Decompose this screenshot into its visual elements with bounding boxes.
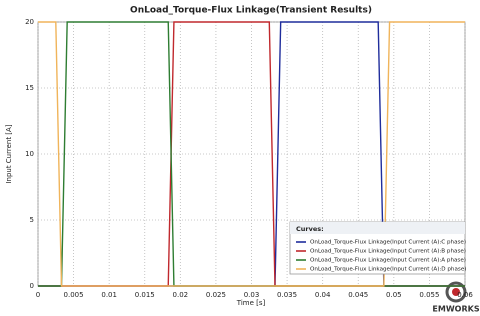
legend-label: OnLoad_Torque-Flux Linkage(Input Current…: [310, 240, 466, 246]
x-tick-label: 0.02: [173, 291, 189, 299]
x-tick-label: 0.005: [64, 291, 84, 299]
logo-icon-center: [452, 288, 460, 296]
chart-title: OnLoad_Torque-Flux Linkage(Transient Res…: [130, 6, 372, 16]
x-tick-label: 0.01: [101, 291, 117, 299]
watermark: EMWORKS: [432, 305, 479, 314]
y-tick-label: 20: [25, 18, 34, 26]
y-axis-label: Input Current [A]: [5, 124, 13, 183]
logo-icon: [445, 281, 467, 303]
x-tick-label: 0.025: [206, 291, 226, 299]
x-tick-label: 0.05: [386, 291, 402, 299]
logo: [445, 281, 467, 303]
y-tick-label: 5: [30, 216, 34, 224]
x-tick-label: 0: [36, 291, 40, 299]
series-line: [38, 21, 465, 287]
x-tick-label: 0.03: [244, 291, 260, 299]
legend: Curves: OnLoad_Torque-Flux Linkage(Input …: [289, 221, 466, 275]
x-tick-label: 0.06: [457, 291, 473, 299]
legend-label: OnLoad_Torque-Flux Linkage(Input Current…: [310, 267, 466, 273]
x-tick-label: 0.055: [419, 291, 439, 299]
legend-label: OnLoad_Torque-Flux Linkage(Input Current…: [310, 249, 466, 255]
x-axis-label: Time [s]: [236, 299, 266, 307]
x-tick-label: 0.045: [348, 291, 368, 299]
y-tick-label: 0: [30, 282, 34, 290]
legend-title: Curves:: [296, 225, 324, 233]
y-tick-label: 10: [25, 150, 34, 158]
legend-header: [290, 222, 465, 234]
y-tick-label: 15: [25, 84, 34, 92]
x-tick-label: 0.035: [277, 291, 297, 299]
x-tick-label: 0.015: [135, 291, 155, 299]
legend-label: OnLoad_Torque-Flux Linkage(Input Current…: [310, 258, 466, 264]
x-tick-label: 0.04: [315, 291, 331, 299]
